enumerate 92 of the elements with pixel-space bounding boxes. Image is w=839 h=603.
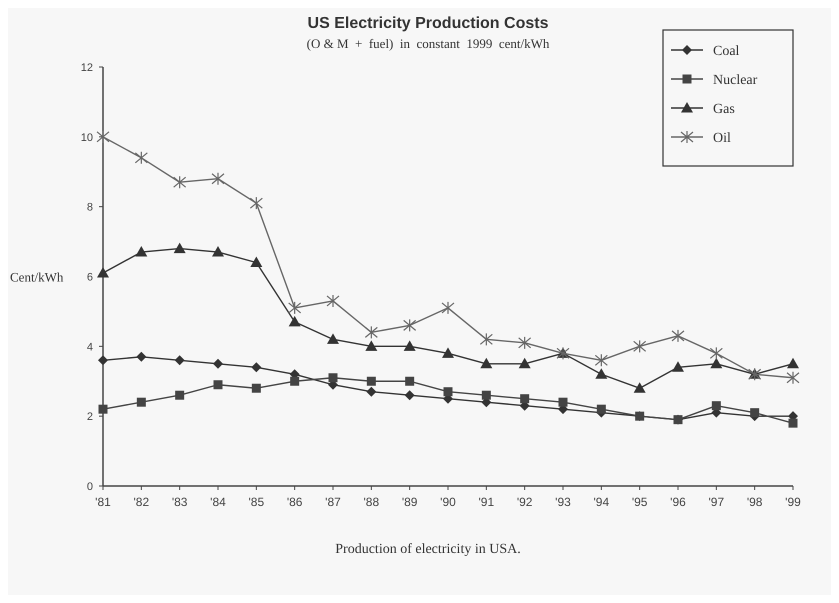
point xyxy=(173,176,186,189)
point xyxy=(712,401,721,410)
y-tick-label: 4 xyxy=(86,341,93,354)
chart-subtitle: (O & M + fuel) in constant 1999 cent/kWh xyxy=(306,36,550,51)
y-tick-label: 2 xyxy=(86,411,93,424)
point xyxy=(328,373,338,382)
point xyxy=(326,294,340,308)
x-tick-label: '94 xyxy=(594,495,610,509)
point xyxy=(520,394,530,404)
point xyxy=(136,352,146,362)
point xyxy=(174,242,186,254)
y-tick-label: 6 xyxy=(86,272,93,284)
point xyxy=(633,340,646,353)
point xyxy=(251,362,262,372)
point xyxy=(214,380,222,390)
point xyxy=(250,256,262,268)
point xyxy=(96,130,110,144)
x-tick-label: '96 xyxy=(670,495,686,509)
point xyxy=(175,390,184,400)
point xyxy=(786,371,800,384)
point xyxy=(98,355,108,366)
point xyxy=(594,354,608,367)
point xyxy=(596,404,606,414)
x-tick-label: '97 xyxy=(708,495,724,509)
point xyxy=(211,172,225,186)
legend-label: Nuclear xyxy=(713,73,758,88)
x-tick-label: '81 xyxy=(95,495,112,509)
x-tick-label: '83 xyxy=(172,495,188,509)
point xyxy=(480,358,492,368)
point xyxy=(366,376,376,386)
point xyxy=(364,326,378,339)
point xyxy=(403,318,416,332)
text: Production of electricity in USA. xyxy=(335,542,521,557)
point xyxy=(442,347,454,358)
point xyxy=(595,368,608,379)
point xyxy=(213,358,223,369)
point xyxy=(290,376,300,386)
x-tick-label: '84 xyxy=(210,495,226,509)
x-tick-label: '93 xyxy=(555,495,572,509)
point xyxy=(365,340,378,351)
point xyxy=(750,408,760,418)
point xyxy=(250,196,263,210)
point xyxy=(788,418,798,428)
x-tick-label: '86 xyxy=(286,495,303,509)
point xyxy=(671,329,685,342)
point xyxy=(405,376,414,386)
point xyxy=(482,390,491,400)
x-tick-label: '99 xyxy=(785,495,802,509)
point xyxy=(136,398,146,407)
y-axis-title: Cent/kWh xyxy=(10,270,64,284)
point xyxy=(558,398,568,407)
legend-label: Coal xyxy=(713,44,740,59)
x-tick-label: '89 xyxy=(402,495,418,509)
x-tick-label: '98 xyxy=(746,495,763,509)
point xyxy=(98,404,108,414)
point xyxy=(134,151,148,164)
x-tick-label: '91 xyxy=(478,495,494,509)
x-tick-label: '87 xyxy=(325,495,342,509)
point xyxy=(518,358,531,368)
x-tick-label: '90 xyxy=(440,495,456,509)
point xyxy=(634,382,646,393)
point xyxy=(174,355,185,366)
legend-label: Gas xyxy=(713,102,735,117)
point xyxy=(404,340,416,351)
legend-label: Oil xyxy=(713,131,731,146)
point xyxy=(212,246,224,257)
point xyxy=(444,387,452,396)
y-tick-label: 0 xyxy=(86,481,93,493)
point xyxy=(288,301,302,315)
y-tick-label: 12 xyxy=(80,62,93,74)
point xyxy=(710,346,723,360)
x-tick-label: '95 xyxy=(632,495,648,509)
x-tick-label: '82 xyxy=(134,495,150,509)
point xyxy=(672,361,684,372)
point xyxy=(252,384,261,393)
point xyxy=(97,267,109,278)
point xyxy=(135,246,148,257)
point xyxy=(327,333,339,344)
x-tick-label: '88 xyxy=(364,495,380,509)
point xyxy=(710,358,722,368)
point xyxy=(518,336,532,350)
point xyxy=(404,390,415,400)
point xyxy=(787,358,799,368)
x-tick-label: '92 xyxy=(516,495,533,509)
point xyxy=(480,332,493,346)
point xyxy=(366,386,376,397)
y-tick-label: 10 xyxy=(80,132,93,144)
y-tick-label: 8 xyxy=(86,202,93,214)
point xyxy=(441,301,455,315)
point xyxy=(288,316,301,326)
chart-title: US Electricity Production Costs xyxy=(308,15,549,32)
x-tick-label: '85 xyxy=(248,495,264,509)
